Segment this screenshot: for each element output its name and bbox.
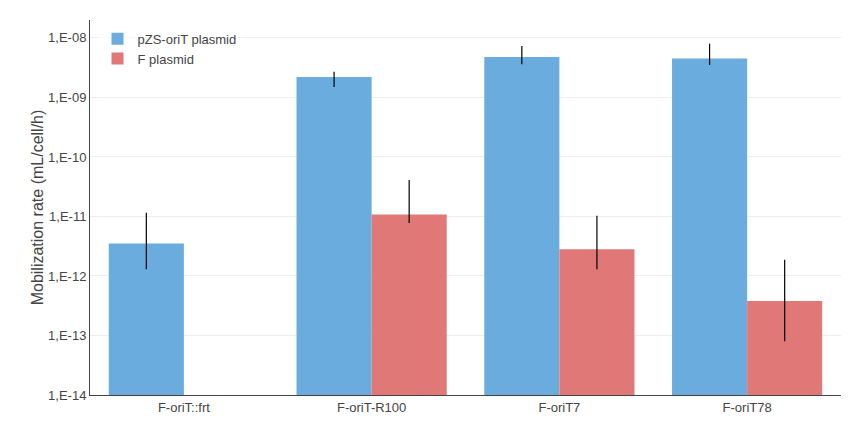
svg-text:F-oriT::frt: F-oriT::frt bbox=[158, 400, 210, 415]
svg-text:1,E-11: 1,E-11 bbox=[49, 209, 86, 224]
svg-text:F-oriT-R100: F-oriT-R100 bbox=[337, 400, 406, 415]
svg-text:1,E-10: 1,E-10 bbox=[48, 149, 86, 164]
svg-text:F-oriT7: F-oriT7 bbox=[538, 400, 580, 415]
svg-text:F plasmid: F plasmid bbox=[138, 52, 194, 67]
svg-text:1,E-09: 1,E-09 bbox=[48, 90, 86, 105]
svg-text:1,E-13: 1,E-13 bbox=[48, 328, 86, 343]
svg-text:1,E-12: 1,E-12 bbox=[48, 269, 86, 284]
svg-text:pZS-oriT plasmid: pZS-oriT plasmid bbox=[138, 32, 237, 47]
svg-text:1,E-08: 1,E-08 bbox=[48, 30, 86, 45]
svg-text:F-oriT78: F-oriT78 bbox=[723, 400, 772, 415]
svg-text:Mobilization rate (mL/cell/h): Mobilization rate (mL/cell/h) bbox=[29, 110, 46, 306]
svg-text:1,E-14: 1,E-14 bbox=[48, 388, 86, 403]
